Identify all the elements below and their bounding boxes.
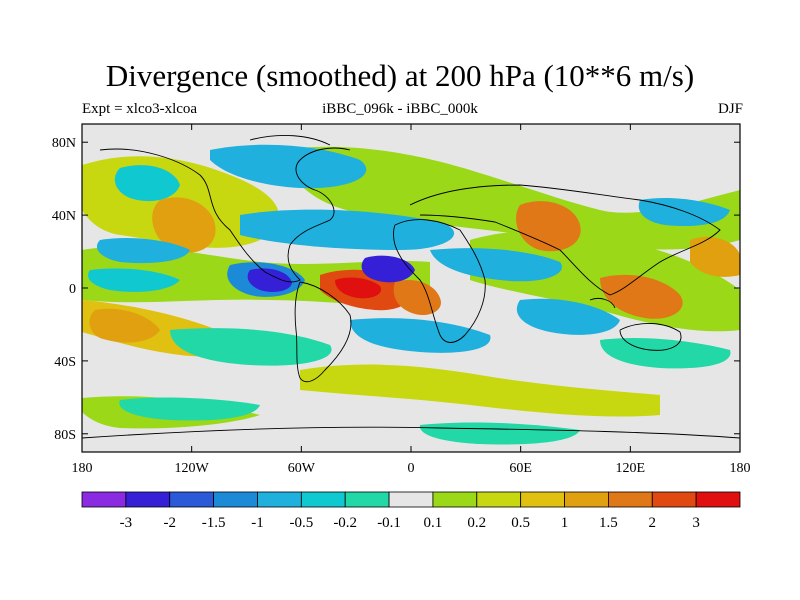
colorbar-label: -2 xyxy=(163,515,176,531)
colorbar-swatch xyxy=(432,491,478,508)
lon-tick-label: 60E xyxy=(509,461,532,476)
lon-tick-label: 180 xyxy=(730,461,751,476)
plot-title: Divergence (smoothed) at 200 hPa (10**6 … xyxy=(105,58,695,93)
colorbar-swatch xyxy=(564,491,609,508)
lon-tick-label: 120W xyxy=(175,461,210,476)
colorbar-label: 2 xyxy=(649,515,657,531)
lat-tick-label: 80S xyxy=(54,428,76,443)
lat-tick-label: 0 xyxy=(69,282,76,297)
colorbar-label: 1.5 xyxy=(599,515,618,531)
colorbar-label: -1 xyxy=(251,515,264,531)
experiment-label: Expt = xlco3-xlcoa xyxy=(82,101,198,117)
longitude-axis: 180 120W 60W 0 60E 120E 180 xyxy=(72,124,751,476)
colorbar-label: 3 xyxy=(692,515,700,531)
colorbar-label: -0.5 xyxy=(289,515,313,531)
colorbar-swatch xyxy=(695,491,741,508)
colorbar-swatch xyxy=(608,491,653,508)
colorbar-swatch xyxy=(125,491,171,508)
lon-tick-label: 180 xyxy=(72,461,93,476)
lon-tick-label: 0 xyxy=(408,461,415,476)
colorbar-swatch xyxy=(300,491,346,508)
colorbar-label: 0.5 xyxy=(511,515,530,531)
colorbar-label: 0.2 xyxy=(467,515,486,531)
colorbar-swatch xyxy=(169,491,215,508)
lon-tick-label: 60W xyxy=(288,461,316,476)
lat-tick-label: 40S xyxy=(54,355,76,370)
season-label: DJF xyxy=(717,101,743,117)
colorbar-swatch xyxy=(213,491,258,508)
lat-tick-label: 40N xyxy=(52,209,76,224)
divergence-field xyxy=(82,134,740,445)
colorbar-label: -0.1 xyxy=(377,515,401,531)
lat-tick-label: 80N xyxy=(52,136,76,151)
colorbar-label: -0.2 xyxy=(333,515,357,531)
colorbar-swatch xyxy=(651,491,697,508)
comparison-label: iBBC_096k - iBBC_000k xyxy=(322,101,478,117)
colorbar-label: -1.5 xyxy=(202,515,226,531)
colorbar: -3 -2 -1.5 -1 -0.5 -0.2 -0.1 0.1 0.2 0.5 1 1.5 2 3 xyxy=(81,491,741,531)
latitude-axis: 80N 40N 0 40S 80S xyxy=(52,136,740,443)
colorbar-swatch xyxy=(476,491,522,508)
colorbar-label: -3 xyxy=(120,515,133,531)
lon-tick-label: 120E xyxy=(616,461,646,476)
colorbar-swatch xyxy=(520,491,565,508)
colorbar-swatch xyxy=(257,491,302,508)
colorbar-swatch xyxy=(388,491,434,508)
colorbar-swatch xyxy=(81,491,127,508)
colorbar-label: 1 xyxy=(561,515,569,531)
colorbar-swatch xyxy=(344,491,390,508)
coastlines xyxy=(82,134,740,439)
colorbar-label: 0.1 xyxy=(424,515,443,531)
